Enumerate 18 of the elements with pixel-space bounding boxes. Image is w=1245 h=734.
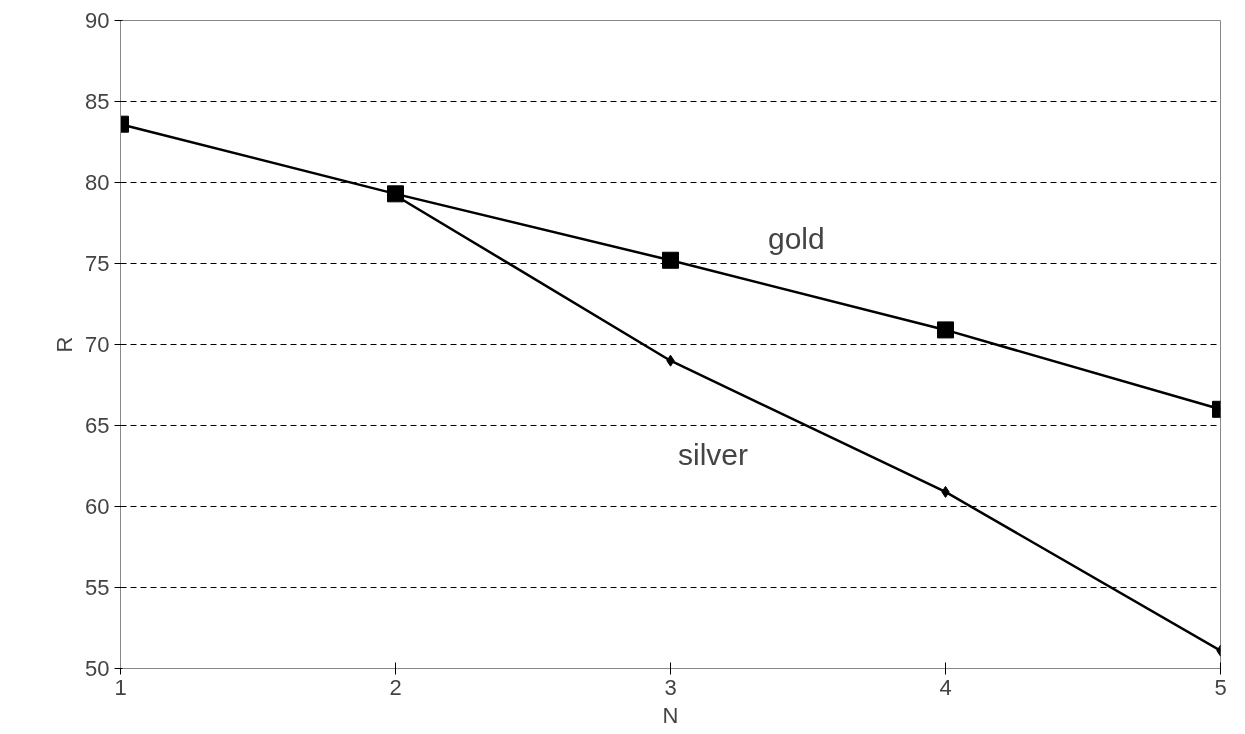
series-label: gold (768, 222, 825, 256)
series-label: silver (678, 438, 749, 472)
y-tick-label: 90 (85, 8, 110, 33)
x-axis-title: N (662, 702, 679, 728)
y-tick-label: 70 (85, 332, 110, 357)
x-tick-label: 5 (1214, 674, 1227, 700)
x-tick-label: 3 (664, 674, 677, 700)
y-tick-label: 60 (85, 494, 110, 519)
y-tick-label: 75 (85, 251, 110, 276)
x-tick-label: 1 (114, 674, 127, 700)
y-tick-label: 65 (85, 413, 110, 438)
y-tick-label: 55 (85, 575, 110, 600)
x-tick-label: 2 (389, 674, 402, 700)
y-axis-title: R (52, 336, 78, 353)
y-tick-label: 80 (85, 170, 110, 195)
y-tick-label: 85 (85, 89, 110, 114)
y-tick-label: 50 (85, 656, 110, 681)
x-tick-label: 4 (939, 674, 952, 700)
